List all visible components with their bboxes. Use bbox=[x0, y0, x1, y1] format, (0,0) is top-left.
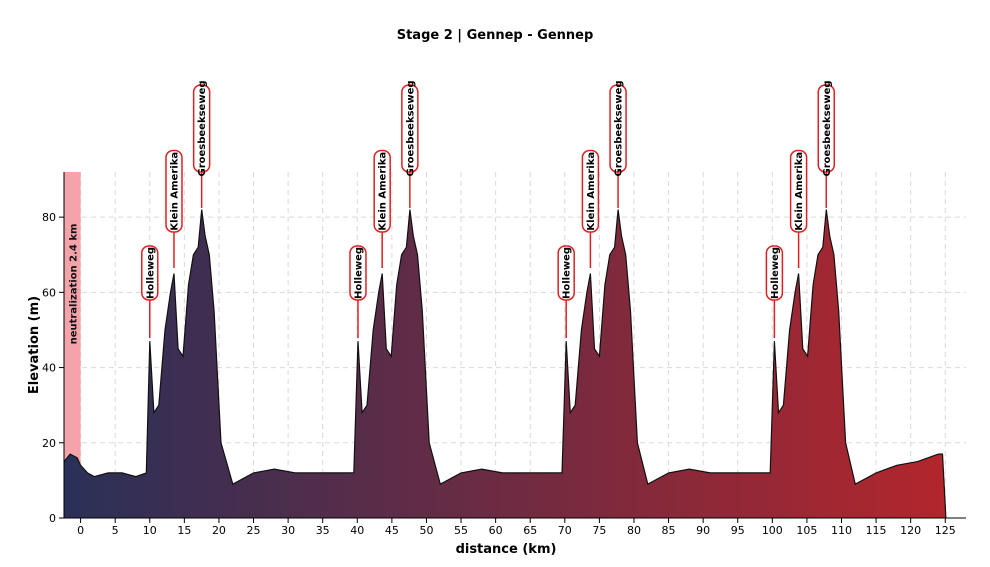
x-tick-label: 0 bbox=[77, 524, 84, 537]
x-axis-label: distance (km) bbox=[456, 542, 557, 557]
climb-label-box bbox=[789, 149, 808, 233]
climb-label: Holleweg bbox=[353, 247, 364, 299]
x-tick-label: 60 bbox=[489, 524, 503, 537]
x-tick-label: 75 bbox=[592, 524, 606, 537]
climb-label: Klein Amerika bbox=[378, 152, 389, 231]
climb-markers: Holleweg Klein Amerika Groesbeekseweg Holle… bbox=[141, 80, 836, 338]
climb-label: Holleweg bbox=[145, 247, 156, 299]
x-tick-label: 10 bbox=[143, 524, 157, 537]
climb-label-box bbox=[557, 245, 575, 301]
x-tick-label: 120 bbox=[900, 524, 921, 537]
x-tick-label: 25 bbox=[247, 524, 261, 537]
x-tick-label: 30 bbox=[281, 524, 295, 537]
climb-label: Groesbeekseweg bbox=[197, 80, 208, 176]
x-tick-label: 70 bbox=[558, 524, 572, 537]
climb-label: Groesbeekseweg bbox=[614, 80, 625, 176]
y-tick-label: 0 bbox=[49, 512, 56, 525]
climb-label-box bbox=[141, 245, 159, 301]
x-tick-label: 115 bbox=[866, 524, 887, 537]
neutralization-band bbox=[64, 172, 81, 518]
x-tick-label: 35 bbox=[316, 524, 330, 537]
climb-label-box bbox=[609, 84, 627, 173]
climb-label: Klein Amerika bbox=[586, 152, 597, 231]
profile-line bbox=[63, 209, 947, 519]
climb-label: Holleweg bbox=[770, 247, 781, 299]
x-tick-label: 105 bbox=[796, 524, 817, 537]
x-tick-label: 110 bbox=[831, 524, 852, 537]
elevation-profile bbox=[63, 209, 947, 519]
neutralization-zone: neutralization 2.4 km bbox=[64, 172, 81, 518]
climb-label-box bbox=[165, 149, 183, 233]
x-tick-label: 5 bbox=[112, 524, 119, 537]
y-tick-label: 60 bbox=[42, 286, 56, 299]
climb-label-box bbox=[765, 245, 784, 301]
climb-label-box bbox=[581, 149, 600, 233]
chart-title: Stage 2 | Gennep - Gennep bbox=[397, 28, 594, 43]
profile-area bbox=[64, 209, 946, 518]
axes: 0 5 10 15 20 25 30 35 40 45 50 55 60 65 70 75 80 85 90 95 10… bbox=[42, 172, 966, 537]
climb-label-box bbox=[349, 245, 367, 301]
x-tick-label: 50 bbox=[419, 524, 433, 537]
neutralization-label: neutralization 2.4 km bbox=[68, 224, 79, 345]
x-tick-label: 45 bbox=[385, 524, 399, 537]
climb-label: Groesbeekseweg bbox=[405, 80, 416, 176]
y-tick-label: 40 bbox=[42, 362, 56, 375]
climb-label-box bbox=[817, 84, 836, 173]
x-tick-label: 95 bbox=[731, 524, 745, 537]
x-tick-label: 40 bbox=[350, 524, 364, 537]
climb-label: Groesbeekseweg bbox=[822, 80, 833, 176]
y-tick-label: 20 bbox=[42, 437, 56, 450]
x-tick-label: 85 bbox=[662, 524, 676, 537]
x-tick-label: 15 bbox=[177, 524, 191, 537]
climb-label-box bbox=[192, 84, 211, 173]
climb-label-box bbox=[373, 149, 391, 233]
climb-label: Klein Amerika bbox=[794, 152, 805, 231]
y-axis-label: Elevation (m) bbox=[27, 296, 42, 394]
x-tick-label: 65 bbox=[523, 524, 537, 537]
x-tick-label: 20 bbox=[212, 524, 226, 537]
y-tick-label: 80 bbox=[42, 211, 56, 224]
climb-label-box bbox=[401, 84, 419, 173]
x-tick-label: 100 bbox=[762, 524, 783, 537]
climb-label: Klein Amerika bbox=[169, 152, 180, 231]
x-tick-label: 80 bbox=[627, 524, 641, 537]
x-tick-label: 55 bbox=[454, 524, 468, 537]
x-tick-label: 125 bbox=[935, 524, 956, 537]
climb-label: Holleweg bbox=[562, 247, 573, 299]
x-tick-label: 90 bbox=[696, 524, 710, 537]
